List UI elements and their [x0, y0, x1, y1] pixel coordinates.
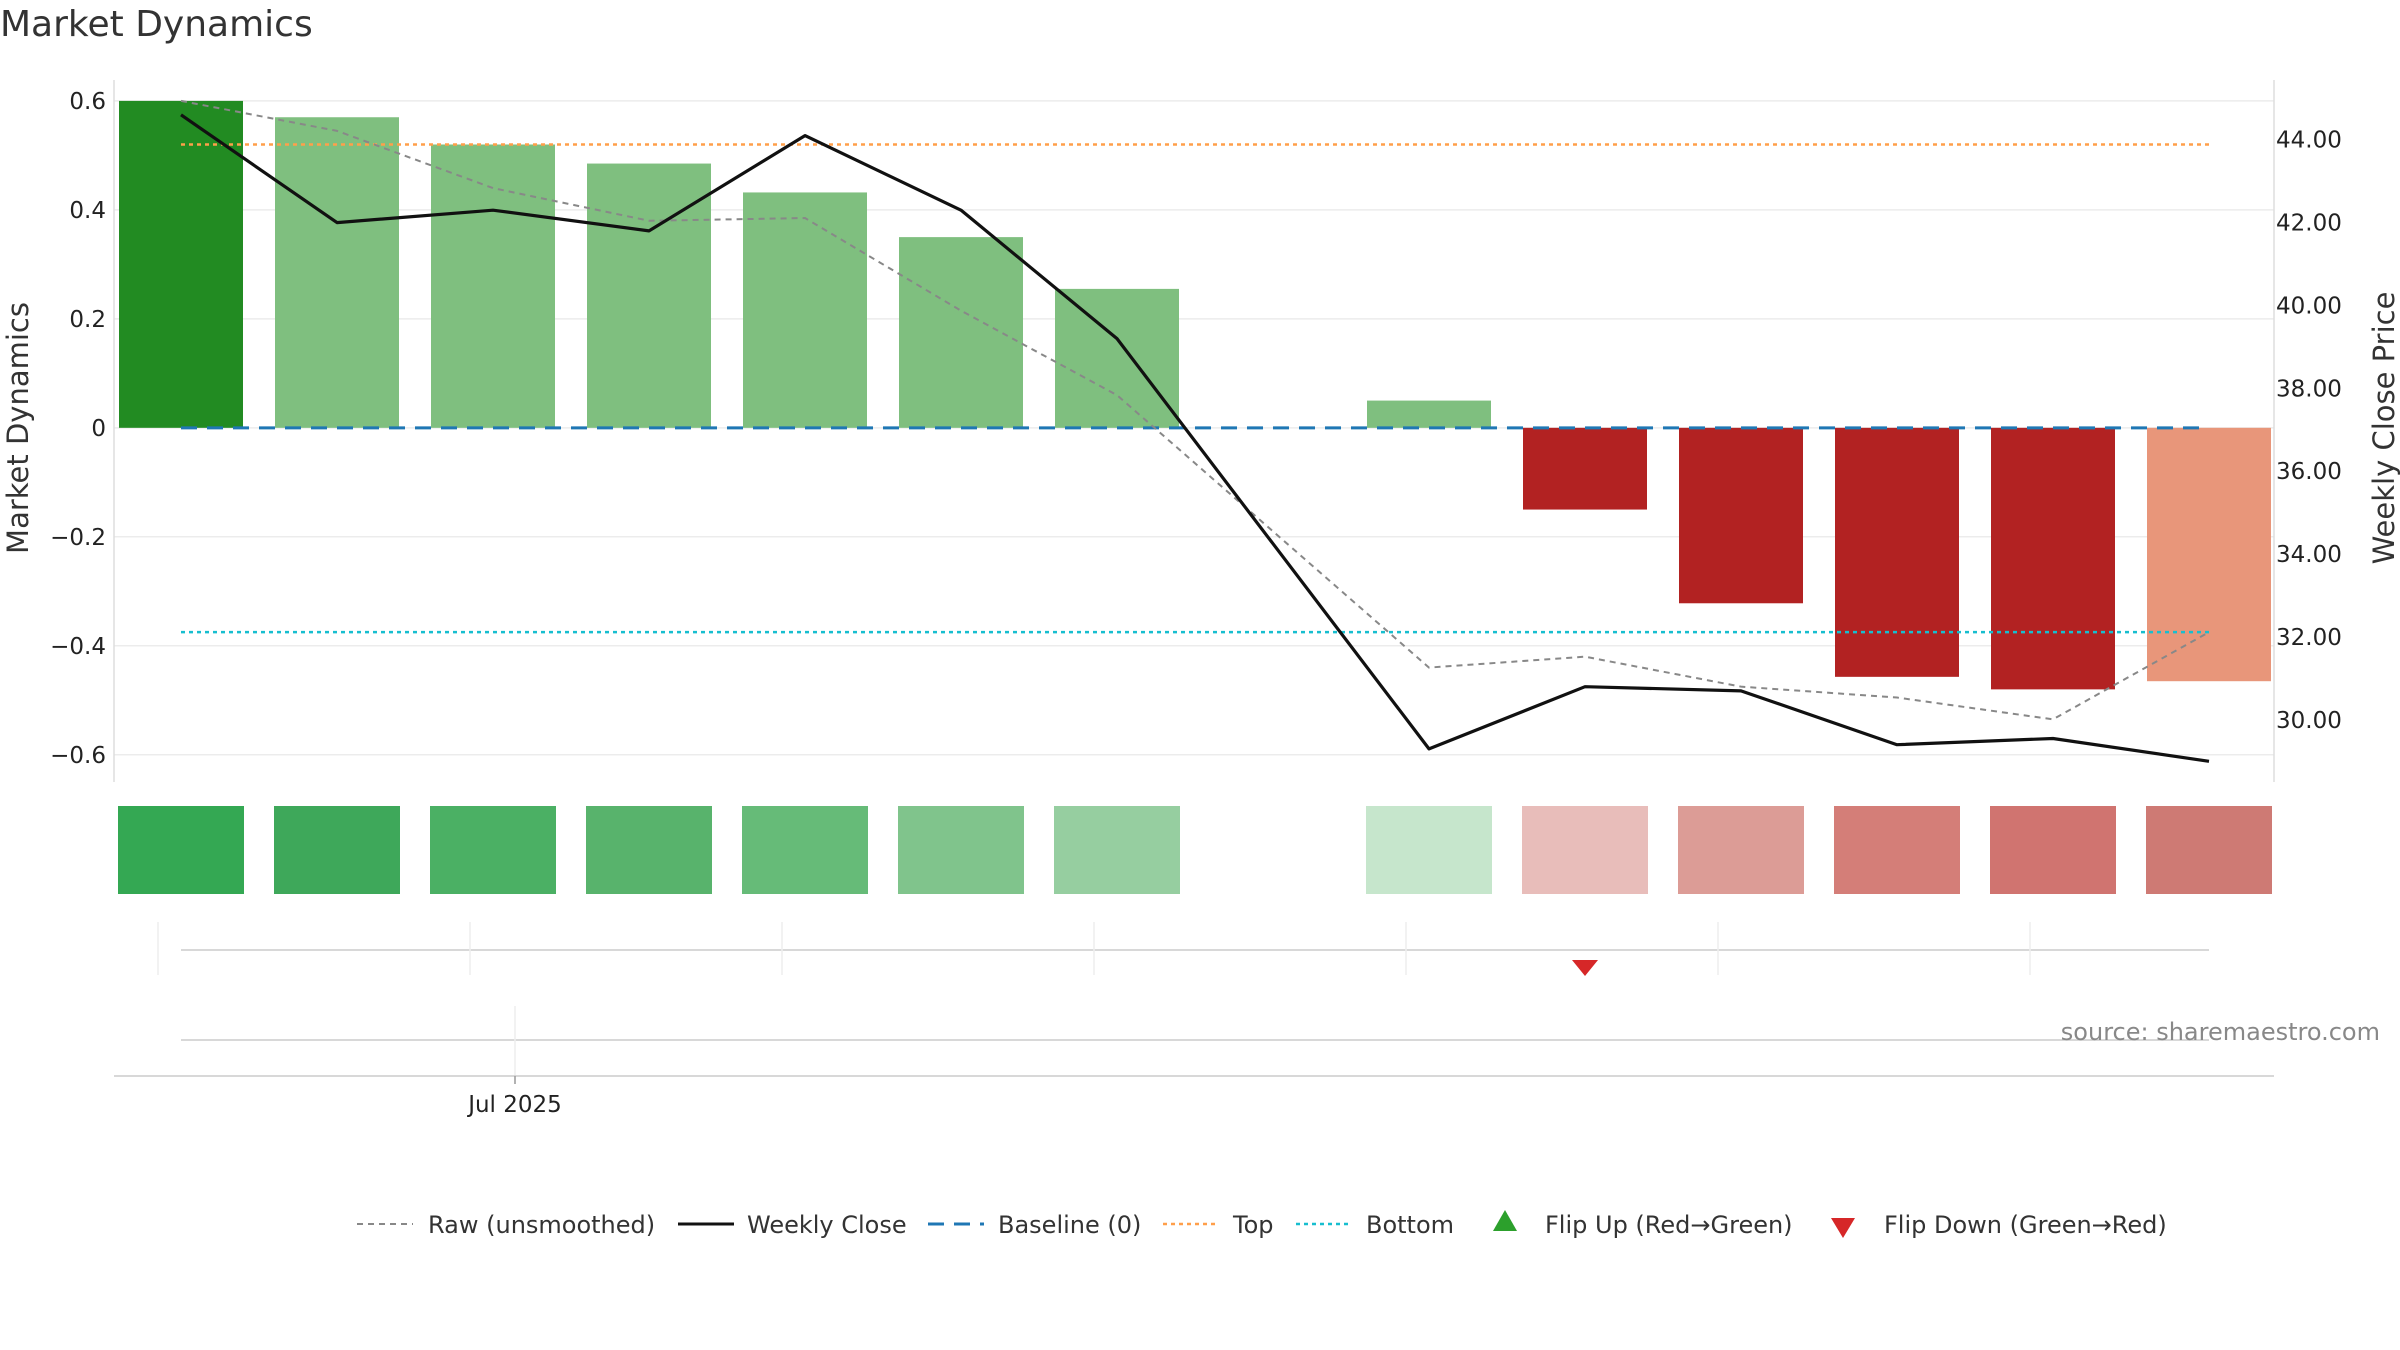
bar	[743, 192, 867, 428]
legend-flip-down-marker	[1831, 1218, 1855, 1238]
series-lines	[180, 99, 2210, 763]
weekly-close-line	[180, 113, 2210, 763]
strip-cell	[274, 806, 400, 894]
bar	[1367, 400, 1491, 428]
x-tick-label: Jul 2025	[466, 1092, 562, 1118]
left-tick-label: 0.2	[69, 307, 106, 333]
bar	[1523, 427, 1647, 510]
right-tick-label: 44.00	[2276, 128, 2342, 154]
signal-strip	[118, 806, 2272, 894]
bar	[899, 237, 1023, 428]
strip-cell	[1054, 806, 1180, 894]
left-tick-label: 0.6	[69, 89, 106, 115]
strip-cell	[1366, 806, 1492, 894]
chart-title: Market Dynamics	[0, 4, 313, 45]
right-tick-label: 36.00	[2276, 459, 2342, 485]
strip-cell	[742, 806, 868, 894]
bar	[119, 100, 243, 428]
legend-close: Weekly Close	[747, 1211, 907, 1239]
legend-baseline: Baseline (0)	[998, 1211, 1141, 1239]
left-tick-label: −0.2	[50, 525, 106, 551]
bar	[1055, 288, 1179, 428]
left-tick-label: 0.4	[69, 198, 106, 224]
strip-cell	[898, 806, 1024, 894]
left-tick-label: −0.6	[50, 743, 106, 769]
legend: Raw (unsmoothed) Weekly Close Baseline (…	[357, 1210, 2167, 1239]
bar	[431, 144, 555, 428]
source-note: source: sharemaestro.com	[2061, 1018, 2380, 1046]
left-axis-label: Market Dynamics	[1, 302, 35, 554]
bar	[587, 163, 711, 428]
bar	[1991, 427, 2115, 690]
left-tick-label: 0	[91, 416, 106, 442]
timeline: Jul 2025	[114, 1006, 2274, 1118]
strip-cell	[2146, 806, 2272, 894]
bar	[1835, 427, 1959, 677]
bar	[1679, 427, 1803, 604]
flip-down-marker	[1572, 960, 1598, 976]
right-axis-label: Weekly Close Price	[2367, 292, 2400, 565]
strip-cell	[118, 806, 244, 894]
legend-flip-down: Flip Down (Green→Red)	[1884, 1211, 2167, 1239]
strip-cell	[1522, 806, 1648, 894]
right-tick-label: 38.00	[2276, 376, 2342, 402]
bars	[119, 100, 2271, 690]
strip-cell	[586, 806, 712, 894]
strip-cell	[430, 806, 556, 894]
legend-bottom: Bottom	[1366, 1211, 1454, 1239]
legend-flip-up: Flip Up (Red→Green)	[1545, 1211, 1793, 1239]
right-tick-label: 34.00	[2276, 542, 2342, 568]
right-tick-label: 42.00	[2276, 211, 2342, 237]
flip-markers	[157, 922, 2209, 976]
reference-lines	[181, 143, 2209, 634]
strip-cell	[1990, 806, 2116, 894]
raw-unsmoothed-line	[180, 99, 2210, 721]
left-tick-label: −0.4	[50, 634, 106, 660]
legend-raw: Raw (unsmoothed)	[428, 1211, 655, 1239]
right-tick-label: 32.00	[2276, 625, 2342, 651]
right-tick-label: 40.00	[2276, 293, 2342, 319]
bar	[2147, 427, 2271, 682]
strip-cell	[1834, 806, 1960, 894]
right-tick-label: 30.00	[2276, 708, 2342, 734]
strip-cell	[1678, 806, 1804, 894]
legend-flip-up-marker	[1493, 1210, 1517, 1231]
legend-top: Top	[1232, 1211, 1274, 1239]
axes: 0.6 0.4 0.2 0 −0.2 −0.4 −0.6 44.00 42.00 40.00 38.…	[50, 80, 2342, 782]
bar	[275, 117, 399, 428]
